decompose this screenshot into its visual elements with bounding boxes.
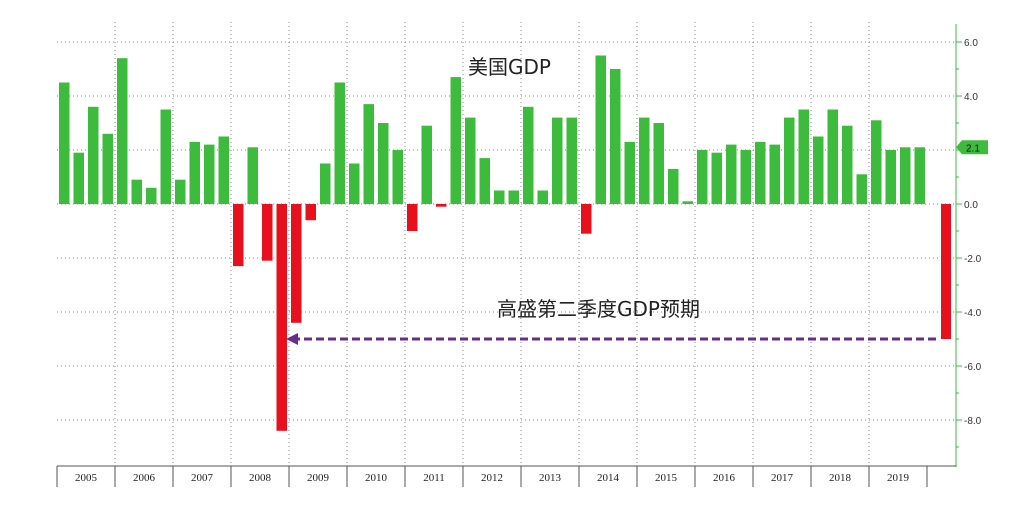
forecast-arrow [286,333,936,345]
bar [218,136,229,204]
y-tick-label: 6.0 [964,38,978,49]
bar [769,144,780,204]
bar [175,179,186,204]
x-tick-label: 2015 [655,472,678,484]
bar [407,204,418,231]
bar [566,117,577,204]
bar [827,109,838,204]
bar [537,190,548,204]
y-tick-label: -8.0 [964,416,982,427]
x-tick-label: 2014 [597,472,620,484]
x-tick-label: 2017 [771,472,794,484]
bar [697,150,708,204]
bar [378,123,389,204]
bar [755,141,766,204]
x-tick-label: 2010 [365,472,388,484]
bar [305,204,316,221]
x-axis: 2005 2006 2007 2008 2009 2010 2011 2012 2013 2014… [56,465,956,487]
bar [465,117,476,204]
bar [523,106,534,204]
bar [494,190,505,204]
bar [639,117,650,204]
y-axis: 6.04.02.00.0-2.0-4.0-6.0-8.0 [955,24,982,467]
bar [552,117,563,204]
bar [900,147,911,204]
bar [160,109,171,204]
bar [131,179,142,204]
y-tick-label: -2.0 [964,254,982,265]
x-tick-label: 2019 [887,472,910,484]
bar [233,204,244,267]
bar [146,187,157,204]
bar [436,204,447,207]
bar [595,55,606,204]
bar [740,150,751,204]
y-tick-label: -4.0 [964,308,982,319]
last-value-badge: 2.1 [956,140,988,155]
bar [262,204,273,261]
x-tick-label: 2005 [75,472,98,484]
bar [798,109,809,204]
badge-shape [956,140,988,155]
bar [117,58,128,205]
bar [59,82,70,204]
gridlines [57,22,955,466]
last-value-label: 2.1 [966,143,980,154]
bar [102,133,113,204]
bar [204,144,215,204]
y-tick-label: 4.0 [964,92,978,103]
x-tick-label: 2008 [249,472,272,484]
bar [479,158,490,204]
x-tick-label: 2011 [423,472,445,484]
bar [726,144,737,204]
bar [363,104,374,204]
bar [856,174,867,204]
x-tick-label: 2016 [713,472,736,484]
x-tick-label: 2007 [191,472,214,484]
x-tick-label: 2006 [133,472,156,484]
bar [784,117,795,204]
x-tick-label: 2012 [481,472,503,484]
bar [813,136,824,204]
bar [276,204,287,431]
y-tick-label: -6.0 [964,362,982,373]
bar [421,125,432,204]
bar [871,120,882,204]
bar [668,168,679,204]
bar [624,141,635,204]
bar [885,150,896,204]
forecast-annotation: 高盛第二季度GDP预期 [497,297,700,321]
x-tick-label: 2013 [539,472,562,484]
x-tick-label: 2009 [307,472,330,484]
bar [450,77,461,204]
bar [334,82,345,204]
bar [653,123,664,204]
bar [349,163,360,204]
bar [392,150,403,204]
forecast-bar [941,204,951,339]
arrow-head [286,333,298,345]
bar [682,201,693,204]
bar [73,152,84,204]
bar [189,141,200,204]
bar [842,125,853,204]
bar [508,190,519,204]
bar [914,147,925,204]
chart-title: 美国GDP [468,55,551,79]
x-tick-label: 2018 [829,472,852,484]
bar [581,204,592,234]
bar [291,204,302,323]
y-tick-label: 0.0 [964,200,978,211]
bar [320,163,331,204]
bar [88,106,99,204]
bar [711,152,722,204]
bar-series [59,55,951,431]
bar [610,69,621,204]
bar [247,147,258,204]
